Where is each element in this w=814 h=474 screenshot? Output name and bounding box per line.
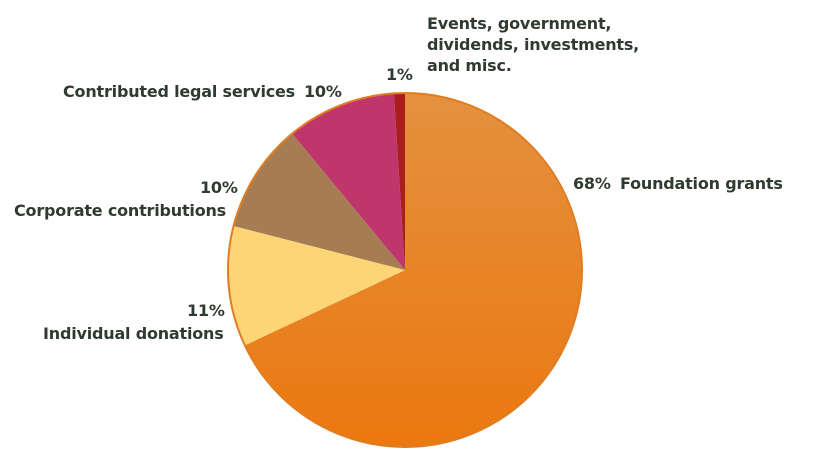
label-foundation: Foundation grants bbox=[620, 174, 783, 193]
label-misc: Events, government, dividends, investmen… bbox=[427, 13, 639, 76]
pie-slice-individual bbox=[228, 225, 405, 346]
pie-slice-contributed bbox=[292, 93, 405, 270]
pie-slice-corporate bbox=[233, 133, 405, 270]
label-individual: Individual donations bbox=[43, 324, 224, 343]
value-corporate: 10% bbox=[200, 178, 238, 197]
label-corporate: Corporate contributions bbox=[14, 201, 227, 220]
pie-slice-foundation bbox=[244, 93, 582, 448]
value-legal: 10% bbox=[304, 82, 342, 101]
pie-outline bbox=[227, 92, 583, 448]
pie-slice-events bbox=[393, 93, 405, 270]
value-foundation: 68% bbox=[573, 174, 611, 193]
label-misc-line3: and misc. bbox=[427, 56, 512, 75]
value-misc: 1% bbox=[386, 65, 413, 84]
label-misc-line1: Events, government, bbox=[427, 14, 612, 33]
value-individual: 11% bbox=[187, 301, 225, 320]
label-misc-line2: dividends, investments, bbox=[427, 35, 640, 54]
label-legal: Contributed legal services bbox=[63, 82, 295, 101]
